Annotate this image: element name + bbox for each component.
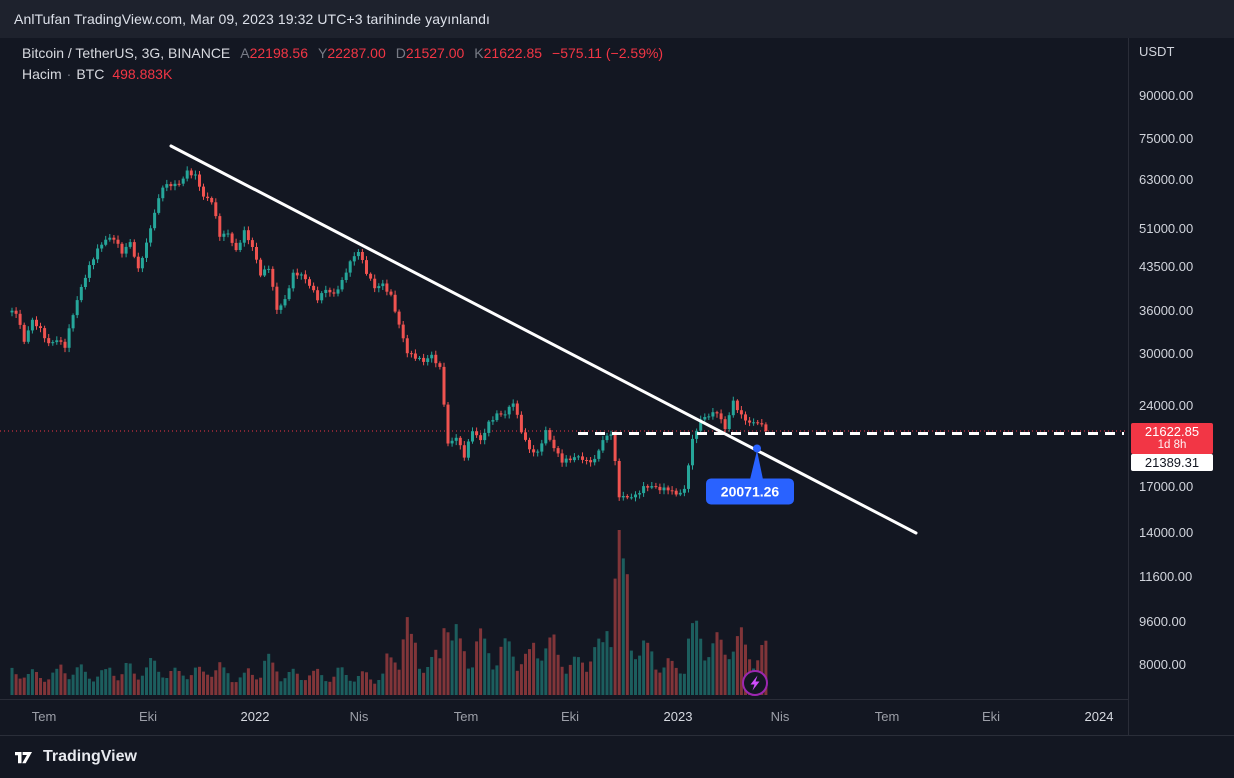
- brand-name[interactable]: TradingView: [43, 748, 137, 765]
- callout-price-text: 20071.26: [721, 483, 780, 499]
- volume-pane: [10, 530, 768, 695]
- publish-text: AnlTufan TradingView.com, Mar 09, 2023 1…: [14, 11, 490, 27]
- volume-value: 498.883K: [112, 66, 173, 82]
- legend-row-volume: Hacim · BTC 498.883K: [22, 64, 663, 85]
- time-axis-label: 2024: [1084, 709, 1114, 724]
- price-axis-label: 63000.00: [1139, 171, 1194, 187]
- time-axis-label: 2022: [240, 709, 270, 724]
- time-axis-label: Eki: [981, 709, 1001, 724]
- price-axis-label: 36000.00: [1139, 303, 1194, 319]
- price-axis-label: 11600.00: [1139, 569, 1193, 585]
- price-axis-label: 9600.00: [1139, 613, 1186, 629]
- time-axis-label: 2023: [663, 709, 693, 724]
- publish-header: AnlTufan TradingView.com, Mar 09, 2023 1…: [0, 0, 1234, 38]
- currency-label: USDT: [1139, 44, 1175, 59]
- price-axis-label: 90000.00: [1139, 87, 1194, 103]
- time-axis-label: Tem: [453, 709, 479, 724]
- candles: [10, 166, 768, 502]
- callout-anchor-dot: [753, 444, 761, 453]
- ohlc-item: Y22287.00: [318, 45, 386, 61]
- lightning-marker-icon[interactable]: [742, 670, 768, 696]
- price-axis[interactable]: USDT 21622.85 1d 8h 21389.31 90000.00 750…: [1128, 38, 1234, 735]
- price-change: −575.11 (−2.59%): [552, 45, 664, 61]
- time-axis-label: Eki: [138, 709, 158, 724]
- symbol-legend: Bitcoin / TetherUS, 3G, BINANCE A22198.56…: [22, 43, 663, 85]
- time-axis-label: Eki: [560, 709, 580, 724]
- trendline[interactable]: [169, 144, 918, 535]
- bar-countdown: 1d 8h: [1157, 438, 1187, 451]
- last-price-badge: 21622.85 1d 8h: [1131, 422, 1213, 454]
- ohlc-item: A22198.56: [240, 45, 309, 61]
- ohlc-item: K21622.85: [474, 45, 543, 61]
- tradingview-logo-icon[interactable]: [13, 747, 34, 768]
- price-axis-label: 8000.00: [1139, 656, 1186, 672]
- price-axis-label: 30000.00: [1139, 346, 1194, 361]
- time-axis-label: Tem: [31, 709, 57, 724]
- volume-label[interactable]: Hacim: [22, 66, 62, 82]
- line-price-value: 21389.31: [1144, 454, 1200, 470]
- time-axis-label: Tem: [874, 709, 900, 724]
- price-axis-label: 14000.00: [1139, 525, 1194, 541]
- chart-canvas[interactable]: 20071.26 Bitcoin / TetherUS, 3G, BINANCE…: [0, 38, 1128, 699]
- candlestick-chart[interactable]: 20071.26: [0, 38, 1128, 699]
- price-callout[interactable]: 20071.26: [706, 444, 794, 505]
- time-axis-label: Nis: [770, 709, 790, 724]
- line-price-badge: 21389.31: [1131, 453, 1213, 471]
- price-axis-label: 43500.00: [1139, 258, 1194, 274]
- price-axis-label: 24000.00: [1139, 398, 1194, 414]
- price-axis-label: 51000.00: [1139, 221, 1194, 237]
- volume-unit: BTC: [76, 66, 105, 82]
- tradingview-logo-mark: [15, 751, 32, 763]
- last-price-value: 21622.85: [1144, 423, 1200, 439]
- footer-bar: TradingView: [0, 735, 1234, 778]
- price-axis-label: 17000.00: [1139, 479, 1194, 495]
- volume-separator-dot: ·: [66, 66, 72, 82]
- time-axis[interactable]: Tem Eki 2022 Nis Tem Eki 2023 Nis Tem Eki 2024: [0, 699, 1128, 735]
- ohlc-item: D21527.00: [395, 45, 465, 61]
- time-axis-label: Nis: [349, 709, 369, 724]
- legend-row-symbol: Bitcoin / TetherUS, 3G, BINANCE A22198.56…: [22, 43, 663, 64]
- symbol-title[interactable]: Bitcoin / TetherUS, 3G, BINANCE: [22, 45, 231, 61]
- price-axis-label: 75000.00: [1139, 130, 1194, 146]
- ohlc-values: A22198.56 Y22287.00 D21527.00 K21622.85: [230, 45, 542, 61]
